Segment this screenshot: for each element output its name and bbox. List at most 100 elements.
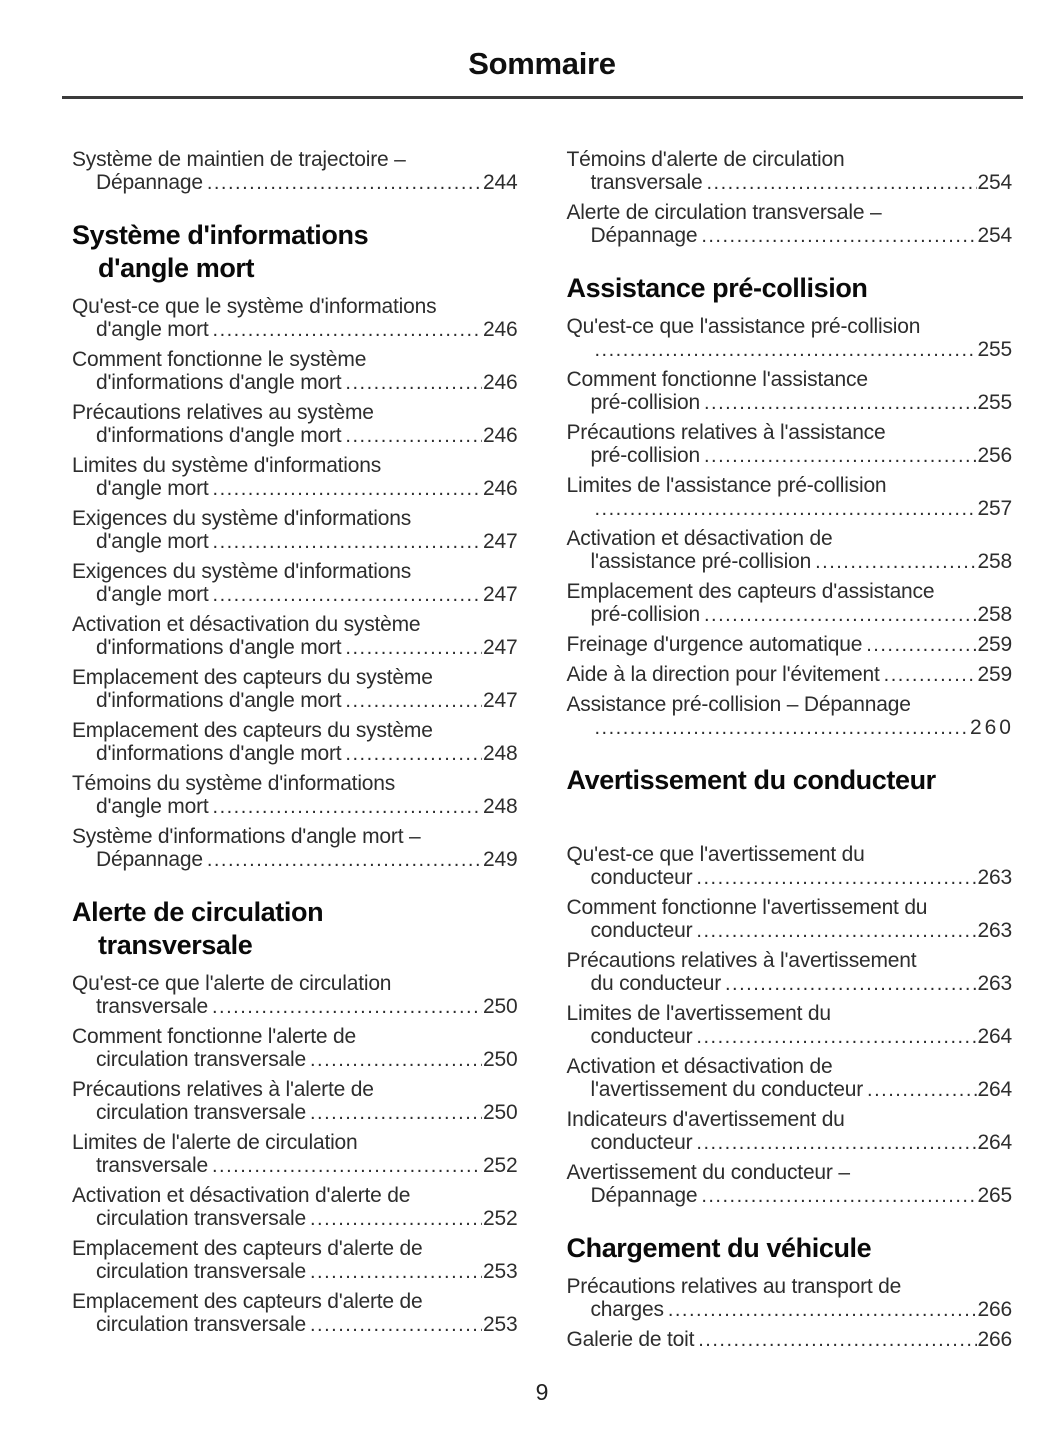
dot-leader: ........................................…	[703, 445, 977, 467]
page-ref: 255	[977, 391, 1013, 414]
toc-entry: Système d'informations d'angle mort – Dép…	[72, 825, 518, 872]
toc-entry-text: circulation transversale	[96, 1260, 306, 1283]
page-ref: 246	[483, 318, 518, 341]
toc-entry-line: d'angle mort............................…	[72, 530, 518, 554]
dot-leader: ........................................…	[211, 996, 483, 1018]
toc-entry-line: Comment fonctionne l'alerte de	[72, 1025, 357, 1048]
page-ref: 252	[483, 1154, 518, 1177]
dot-leader: ........................................…	[212, 584, 483, 606]
section-heading: Assistance pré-collision	[567, 272, 1013, 305]
toc-section: Témoins d'alerte de circulation transvers…	[567, 148, 1013, 248]
page-ref: 258	[977, 550, 1013, 573]
dot-leader: ........................................…	[594, 498, 977, 520]
toc-entry-line: Activation et désactivation d'alerte de	[72, 1184, 411, 1207]
toc-entry-text: d'angle mort	[96, 318, 209, 341]
dot-leader: ........................................…	[698, 1329, 977, 1351]
toc-entry-line: circulation transversale................…	[72, 1048, 518, 1072]
toc-entry-text: transversale	[590, 171, 703, 194]
page-ref: 259	[977, 633, 1013, 656]
toc-entry-text: transversale	[96, 1154, 208, 1177]
toc-entry-line: l'avertissement du conducteur...........…	[567, 1078, 1013, 1102]
section-heading-line: Système d'informations	[72, 220, 369, 250]
toc-entry-line: Limites de l'assistance pré-collision	[566, 474, 887, 497]
toc-entry-line: Emplacement des capteurs d'assistance	[566, 580, 935, 603]
toc-entry-text: d'angle mort	[96, 583, 209, 606]
toc-entry-line: ........................................…	[567, 497, 1013, 521]
toc-entry: Précautions relatives à l'alerte de circu…	[72, 1078, 518, 1125]
toc-column-left: Système de maintien de trajectoire – Dépa…	[72, 148, 518, 1358]
toc-entry-line: Qu'est-ce que l'avertissement du	[566, 843, 865, 866]
toc-entry-text: transversale	[96, 995, 208, 1018]
toc-entry-line: Comment fonctionne l'assistance	[566, 368, 868, 391]
toc-entry: Limites de l'assistance pré-collision...…	[567, 474, 1013, 521]
toc-entry-line: Système de maintien de trajectoire –	[72, 148, 406, 171]
toc-entry: Qu'est-ce que l'assistance pré-collision…	[567, 315, 1013, 362]
toc-entry-line: Activation et désactivation de	[566, 527, 833, 550]
toc-entry: Alerte de circulation transversale – Dépa…	[567, 201, 1013, 248]
toc-entry-line: conducteur..............................…	[567, 866, 1013, 890]
toc-entry: Système de maintien de trajectoire – Dépa…	[72, 148, 518, 195]
toc-entry-line: Qu'est-ce que l'assistance pré-collision	[566, 315, 921, 338]
page-ref: 265	[977, 1184, 1013, 1207]
section-heading-line: Assistance pré-collision	[566, 273, 868, 303]
toc-entry: Activation et désactivation d'alerte de c…	[72, 1184, 518, 1231]
toc-entry-text: circulation transversale	[96, 1101, 306, 1124]
dot-leader: ........................................…	[206, 849, 483, 871]
toc-entry-line: d'informations d'angle mort.............…	[72, 742, 518, 766]
toc-entry-line: Limites de l'alerte de circulation	[72, 1131, 358, 1154]
toc-entry-text: d'angle mort	[96, 530, 209, 553]
dot-leader: ........................................…	[345, 637, 483, 659]
page-ref: 263	[977, 919, 1013, 942]
section-heading-line: Alerte de circulation	[72, 897, 324, 927]
toc-entry-line: Alerte de circulation transversale –	[566, 201, 882, 224]
section-heading: Avertissement du conducteur	[567, 764, 1013, 797]
dot-leader: ........................................…	[345, 690, 483, 712]
toc-entry-line: transversale............................…	[72, 1154, 518, 1178]
toc-entry: Précautions relatives à l'assistance pré-…	[567, 421, 1013, 468]
toc-entry: Qu'est-ce que le système d'informations d…	[72, 295, 518, 342]
toc-entry: Emplacement des capteurs du système d'inf…	[72, 666, 518, 713]
dot-leader: ........................................…	[696, 1026, 977, 1048]
dot-leader: ........................................…	[309, 1261, 482, 1283]
toc-entry-line: Exigences du système d'informations	[72, 507, 412, 530]
toc-entry-text: d'informations d'angle mort	[96, 742, 342, 765]
page-ref: 247	[483, 530, 518, 553]
toc-entry: Emplacement des capteurs d'assistance pré…	[567, 580, 1013, 627]
dot-leader: ........................................…	[867, 1079, 977, 1101]
toc-entry-text: Aide à la direction pour l'évitement	[566, 663, 880, 686]
toc-section: Avertissement du conducteur Qu'est-ce que…	[567, 764, 1013, 1208]
toc-entry-text: conducteur	[590, 1131, 693, 1154]
toc-entry-line: Emplacement des capteurs du système	[72, 719, 433, 742]
page-ref: 252	[483, 1207, 518, 1230]
toc-entry-text: circulation transversale	[96, 1048, 306, 1071]
dot-leader: ........................................…	[696, 1132, 977, 1154]
toc-entry: Qu'est-ce que l'alerte de circulation tra…	[72, 972, 518, 1019]
toc-entry-line: ........................................…	[567, 716, 1013, 740]
toc-entry-line: Témoins d'alerte de circulation	[566, 148, 845, 171]
toc-entry-line: Galerie de toit.........................…	[567, 1328, 1013, 1352]
dot-leader: ........................................…	[703, 392, 977, 414]
page-ref: 255	[977, 338, 1013, 361]
toc-entry-text: d'angle mort	[96, 795, 209, 818]
toc-entry-text: d'angle mort	[96, 477, 209, 500]
toc-entry: Activation et désactivation du système d'…	[72, 613, 518, 660]
toc-entry: Emplacement des capteurs d'alerte de circ…	[72, 1237, 518, 1284]
dot-leader: ........................................…	[696, 920, 977, 942]
dot-leader: ........................................…	[206, 172, 483, 194]
toc-entry-line: Qu'est-ce que le système d'informations	[72, 295, 437, 318]
toc-entry: Galerie de toit.........................…	[567, 1328, 1013, 1352]
page-ref: 247	[483, 583, 518, 606]
toc-entry-text: d'informations d'angle mort	[96, 424, 342, 447]
toc-entry-line: Précautions relatives au transport de	[566, 1275, 902, 1298]
toc-entry: Comment fonctionne l'alerte de circulatio…	[72, 1025, 518, 1072]
toc-section: Système d'informations d'angle mort Qu'est…	[72, 219, 518, 872]
page-ref: 257	[977, 497, 1013, 520]
toc-entry-text: Dépannage	[96, 848, 203, 871]
toc-entry-text: d'informations d'angle mort	[96, 636, 342, 659]
toc-entry-line: circulation transversale................…	[72, 1260, 518, 1284]
toc-entry-line: pré-collision...........................…	[567, 391, 1013, 415]
toc-entry: Comment fonctionne l'assistance pré-colli…	[567, 368, 1013, 415]
toc-entry-line: Dépannage...............................…	[567, 1184, 1013, 1208]
section-heading-line: d'angle mort	[98, 253, 255, 283]
page-ref: 254	[977, 224, 1013, 247]
